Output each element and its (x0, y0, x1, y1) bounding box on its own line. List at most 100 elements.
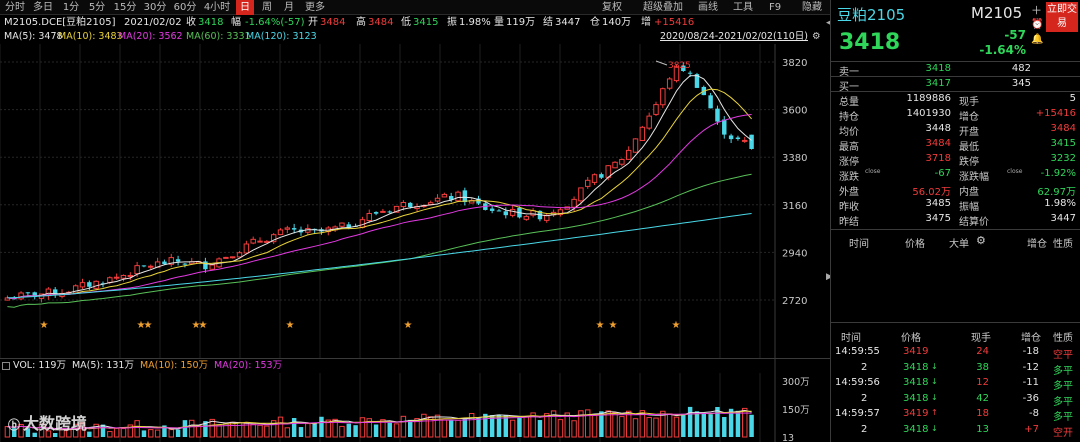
period-tab[interactable]: 4小时 (203, 2, 231, 13)
volume-bar (134, 420, 140, 438)
stat-value: -67 (934, 168, 951, 179)
period-tab[interactable]: 60分 (173, 2, 197, 13)
close-tag: close (1007, 168, 1023, 175)
candle (400, 202, 407, 208)
info-oi: 140万 (602, 17, 632, 28)
period-tab[interactable]: 多日 (33, 2, 53, 13)
volume-panel[interactable]: 300万 150万 13 VOL: 119万 MA(5): 131万 MA(10): 1… (0, 358, 830, 442)
stat-value: 3232 (1050, 153, 1076, 164)
candle (462, 190, 468, 203)
candle (380, 210, 386, 213)
quick-trade-button[interactable]: 立即交易 (1046, 2, 1078, 32)
volume-bar (564, 412, 570, 438)
y-tick-label: 2720 (782, 296, 807, 307)
info-settle-lbl: 结 (543, 17, 553, 28)
alert-icon[interactable]: ⏰ (1031, 19, 1044, 30)
trade-oi-change: -12 (1022, 361, 1039, 373)
watermark-text: 大数跨境 (23, 414, 88, 433)
volume-bar (544, 413, 550, 438)
logo-icon: ⓑ (8, 418, 21, 432)
period-tab[interactable]: 更多 (305, 2, 325, 13)
stat-value: +15416 (1035, 108, 1076, 119)
period-tab[interactable]: 15分 (113, 2, 137, 13)
candle (666, 78, 673, 89)
candle (687, 72, 693, 74)
volume-bar (305, 423, 311, 438)
vol-legend-ma20: MA(20): 153万 (214, 360, 283, 371)
trade-price: 3418 (903, 392, 929, 404)
volume-bar (722, 417, 727, 437)
period-tab[interactable]: 分时 (5, 2, 25, 13)
volume-bar (154, 429, 161, 438)
volume-bar (332, 418, 338, 438)
period-tab[interactable]: 周 (262, 2, 272, 13)
star-marker-icon: ★ (137, 320, 146, 331)
info-amp-lbl: 振 (447, 17, 457, 28)
add-icon[interactable]: ＋ (1031, 4, 1042, 17)
menu-item[interactable]: 超级叠加 (643, 2, 683, 13)
stat-label: 均价 (839, 127, 859, 138)
candle (257, 240, 263, 243)
volume-bar (175, 429, 181, 437)
quote-info-bar: M2105.DCE[豆粕2105] 2021/02/02 收 3418 幅 -1.64%(… (0, 16, 830, 30)
arrow-left-icon[interactable]: ◀ (826, 18, 833, 28)
settings-icon[interactable]: ⚙ (812, 31, 821, 42)
volume-bar (462, 417, 468, 437)
volume-bar (509, 419, 516, 438)
menu-item[interactable]: F9 (768, 2, 782, 13)
ma-legend-bar: MA(5): 3478 MA(10): 3483 MA(20): 3562 MA(60… (0, 30, 830, 43)
menu-item[interactable]: 隐藏 (802, 2, 822, 13)
trade-price: 3419 (903, 408, 929, 419)
volume-bar (257, 424, 263, 438)
volume-bar (45, 430, 52, 438)
y-tick-label: 2940 (782, 248, 807, 259)
volume-bar (209, 418, 215, 438)
stat-label: 昨结 (839, 217, 859, 228)
menu-item[interactable]: 复权 (602, 2, 622, 13)
trade-oi-change: -18 (1022, 346, 1039, 357)
candle (229, 256, 236, 259)
menu-item[interactable]: 画线 (698, 2, 718, 13)
period-tab[interactable]: 日 (236, 0, 254, 15)
candle (93, 280, 99, 289)
volume-bar (489, 415, 495, 437)
vol-legend-ma5: MA(5): 131万 (71, 360, 134, 371)
volume-bar (325, 419, 332, 438)
volume-bar (93, 423, 99, 438)
panel-splitter[interactable]: ◀ ▶ (826, 0, 833, 442)
bell-icon[interactable]: 🔔 (1031, 34, 1044, 45)
volume-bar (681, 413, 686, 437)
candle (270, 234, 277, 243)
volume-svg[interactable]: 300万 150万 13 (0, 359, 830, 442)
divider (831, 322, 1080, 323)
candle (503, 211, 509, 216)
volume-legend: VOL: 119万 MA(5): 131万 MA(10): 150万 MA(20): … (2, 359, 288, 373)
volume-bar (107, 431, 113, 438)
volume-bar (393, 423, 400, 438)
volume-bar (346, 423, 351, 437)
volume-bar (38, 423, 45, 438)
arrow-right-icon[interactable]: ▶ (826, 272, 833, 282)
period-tab[interactable]: 30分 (143, 2, 167, 13)
period-tab[interactable]: 月 (284, 2, 294, 13)
watermark-logo: ⓑ 大数跨境 (8, 410, 87, 434)
volume-bar (625, 410, 632, 438)
stat-value: 3415 (1050, 138, 1076, 149)
stat-value: 3447 (1050, 213, 1076, 224)
period-toolbar: 分时 多日 1分 5分 15分 30分 60分 4小时日周 月更多 复权 超级叠加 画线 工具 F9 隐藏 (0, 0, 830, 15)
volume-bar (236, 422, 243, 438)
period-tab[interactable]: 1分 (62, 2, 80, 13)
period-tab[interactable]: 5分 (88, 2, 106, 13)
candle (735, 137, 741, 140)
gear-icon[interactable]: ⚙ (976, 234, 986, 247)
menu-item[interactable]: 工具 (733, 2, 753, 13)
volume-bar (660, 410, 666, 438)
volume-bar (571, 420, 577, 438)
y-tick-label: 3600 (782, 106, 807, 117)
kline-chart[interactable]: 3820 3600 3380 3160 2940 2720 3825 ★ ★ ★ ★ ★ ★ ★ ★ ★ ★ (0, 44, 830, 358)
vol-legend-icon[interactable] (2, 361, 10, 370)
stat-label: 总量 (839, 97, 859, 108)
candle (209, 264, 215, 270)
vol-tick-label: 300万 (782, 377, 810, 388)
